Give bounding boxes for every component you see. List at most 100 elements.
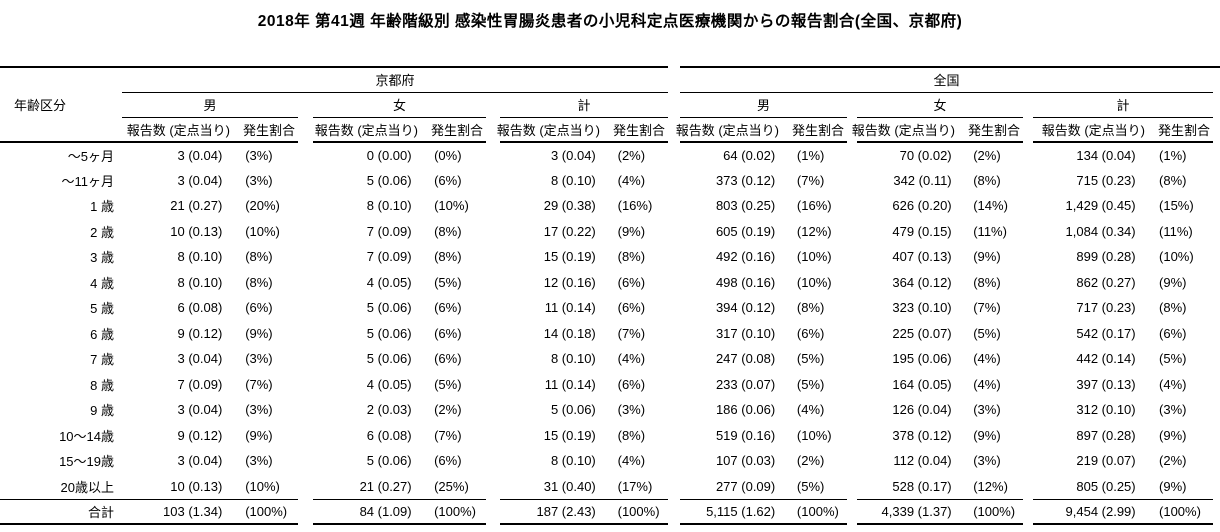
- spacer: [298, 346, 313, 372]
- data-cell-national-male: 233 (0.07) (5%): [680, 372, 847, 398]
- total-row: 合計 103 (1.34) (100%) 84 (1.09) (100%) 187 …: [0, 498, 1220, 525]
- age-label: ～11ヶ月: [61, 173, 115, 189]
- header-row-sex: 男 女 計 男 女 計: [0, 92, 1220, 118]
- incidence-ratio: (9%): [1159, 274, 1187, 290]
- subheader-national-total: 計: [1033, 92, 1214, 118]
- incidence-ratio: (100%): [434, 503, 477, 519]
- incidence-ratio: (3%): [245, 172, 273, 188]
- incidence-ratio: (3%): [973, 402, 1001, 418]
- data-cell-national-female: 225 (0.07) (5%): [857, 321, 1023, 347]
- report-count: 11 (0.14): [544, 300, 596, 316]
- report-count: 528 (0.17): [892, 478, 952, 494]
- spacer: [847, 474, 857, 500]
- spacer: [1023, 142, 1033, 168]
- data-cell-national-male: 605 (0.19) (12%): [680, 219, 847, 245]
- data-cell-national-total: 1,429 (0.45) (15%): [1033, 193, 1213, 219]
- data-cell-kyoto-female: 4 (0.05) (5%): [313, 372, 486, 398]
- incidence-ratio: (5%): [434, 376, 462, 392]
- data-cell-kyoto-male: 3 (0.04) (3%): [122, 448, 298, 474]
- metric-reports-label: 報告数 (定点当り): [496, 122, 601, 138]
- report-count: 5 (0.06): [366, 453, 412, 469]
- spacer: [298, 397, 313, 423]
- incidence-ratio: (3%): [245, 453, 273, 469]
- spacer: [298, 423, 313, 449]
- data-cell-kyoto-male: 3 (0.04) (3%): [122, 346, 298, 372]
- age-column-header: 年齢区分: [0, 66, 122, 143]
- data-cell-kyoto-total: 8 (0.10) (4%): [500, 346, 668, 372]
- subheader-kyoto-male: 男: [122, 92, 298, 118]
- incidence-ratio: (7%): [617, 325, 646, 341]
- metric-header-national-male: 報告数 (定点当り) 発生割合: [676, 117, 848, 143]
- edge-spacer: [1213, 270, 1220, 296]
- report-count: 8 (0.10): [177, 249, 223, 265]
- spacer: [298, 168, 313, 194]
- spacer: [1023, 193, 1033, 219]
- report-count: 1,084 (0.34): [1065, 223, 1136, 239]
- incidence-ratio: (16%): [796, 198, 832, 214]
- incidence-ratio: (3%): [245, 402, 273, 418]
- spacer: [1023, 321, 1033, 347]
- data-cell-kyoto-male: 3 (0.04) (3%): [122, 142, 298, 168]
- spacer: [1023, 474, 1033, 500]
- incidence-ratio: (8%): [796, 300, 825, 316]
- table-row: 1 歳 21 (0.27) (20%) 8 (0.10) (10%) 29 (0.3…: [0, 193, 1220, 219]
- edge-spacer: [1213, 244, 1220, 270]
- incidence-ratio: (9%): [617, 223, 646, 239]
- group-gap: [668, 244, 680, 270]
- incidence-ratio: (7%): [796, 172, 825, 188]
- report-count: 492 (0.16): [715, 249, 776, 265]
- edge-spacer: [1213, 448, 1220, 474]
- data-cell-kyoto-female: 7 (0.09) (8%): [313, 244, 486, 270]
- spacer: [1023, 270, 1033, 296]
- report-count: 3 (0.04): [177, 172, 223, 188]
- incidence-ratio: (0%): [434, 147, 462, 163]
- group-gap: [668, 142, 680, 168]
- incidence-ratio: (1%): [1159, 147, 1187, 163]
- data-cell-kyoto-total: 29 (0.38) (16%): [500, 193, 668, 219]
- report-count: 2 (0.03): [366, 402, 412, 418]
- incidence-ratio: (10%): [796, 274, 832, 290]
- incidence-ratio: (4%): [796, 402, 825, 418]
- report-count: 9,454 (2.99): [1065, 503, 1136, 519]
- report-count: 11 (0.14): [544, 376, 596, 392]
- incidence-ratio: (5%): [973, 325, 1001, 341]
- edge-spacer: [1213, 92, 1220, 117]
- data-cell-national-female: 323 (0.10) (7%): [857, 295, 1023, 321]
- subheader-kyoto-female: 女: [313, 92, 486, 118]
- incidence-ratio: (9%): [1159, 478, 1187, 494]
- incidence-ratio: (11%): [1159, 223, 1193, 239]
- table-row: 8 歳 7 (0.09) (7%) 4 (0.05) (5%) 11 (0.14) (…: [0, 372, 1220, 398]
- incidence-ratio: (5%): [434, 274, 462, 290]
- incidence-ratio: (6%): [434, 325, 462, 341]
- metric-header-national-total: 報告数 (定点当り) 発生割合: [1033, 117, 1214, 143]
- report-count: 6 (0.08): [366, 427, 412, 443]
- data-cell-national-male: 519 (0.16) (10%): [680, 423, 847, 449]
- report-count: 10 (0.13): [170, 223, 223, 239]
- incidence-ratio: (6%): [434, 453, 462, 469]
- incidence-ratio: (12%): [973, 478, 1008, 494]
- report-count: 4 (0.05): [366, 376, 412, 392]
- spacer: [847, 92, 857, 117]
- incidence-ratio: (8%): [245, 249, 273, 265]
- spacer: [847, 193, 857, 219]
- spacer: [298, 193, 313, 219]
- header-row-metrics: 報告数 (定点当り) 発生割合 報告数 (定点当り) 発生割合 報告数 (定点当り)…: [0, 117, 1220, 143]
- edge-spacer: [1213, 193, 1220, 219]
- data-cell-kyoto-male: 3 (0.04) (3%): [122, 168, 298, 194]
- table-row: 3 歳 8 (0.10) (8%) 7 (0.09) (8%) 15 (0.19) (…: [0, 244, 1220, 270]
- report-count: 394 (0.12): [715, 300, 776, 316]
- incidence-ratio: (100%): [973, 503, 1016, 519]
- spacer: [847, 244, 857, 270]
- data-cell-kyoto-total: 5 (0.06) (3%): [500, 397, 668, 423]
- incidence-ratio: (15%): [1159, 198, 1194, 214]
- report-count: 4 (0.05): [366, 274, 412, 290]
- data-cell-national-male: 5,115 (1.62) (100%): [680, 498, 848, 525]
- incidence-ratio: (7%): [245, 376, 273, 392]
- report-count: 397 (0.13): [1076, 376, 1136, 392]
- report-count: 7 (0.09): [366, 249, 412, 265]
- data-cell-kyoto-total: 187 (2.43) (100%): [500, 498, 669, 525]
- data-cell-kyoto-female: 6 (0.08) (7%): [313, 423, 486, 449]
- metric-reports-label: 報告数 (定点当り): [675, 122, 780, 138]
- report-count: 5 (0.06): [366, 351, 412, 367]
